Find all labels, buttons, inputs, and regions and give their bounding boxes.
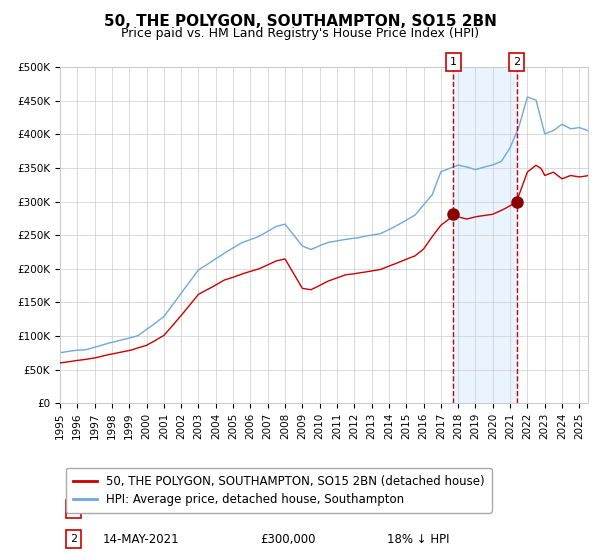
Text: Price paid vs. HM Land Registry's House Price Index (HPI): Price paid vs. HM Land Registry's House … [121, 27, 479, 40]
Text: 18% ↓ HPI: 18% ↓ HPI [388, 533, 450, 546]
50, THE POLYGON, SOUTHAMPTON, SO15 2BN (detached house) [56, 360, 64, 366]
Text: 14-MAY-2021: 14-MAY-2021 [102, 533, 179, 546]
50, THE POLYGON, SOUTHAMPTON, SO15 2BN (detached house) [532, 162, 539, 169]
HPI: Average price, detached house, Southampton: (2e+03, 7.97e+04): Average price, detached house, Southampt… [82, 346, 89, 353]
50, THE POLYGON, SOUTHAMPTON, SO15 2BN (detached house) [584, 172, 592, 179]
HPI: Average price, detached house, Southampton: (2.02e+03, 4.09e+05): Average price, detached house, Southampt… [570, 125, 577, 132]
HPI: Average price, detached house, Southampton: (2.03e+03, 4.05e+05): Average price, detached house, Southampt… [584, 128, 592, 134]
Text: 50, THE POLYGON, SOUTHAMPTON, SO15 2BN: 50, THE POLYGON, SOUTHAMPTON, SO15 2BN [104, 14, 496, 29]
50, THE POLYGON, SOUTHAMPTON, SO15 2BN (detached house) [417, 248, 424, 255]
HPI: Average price, detached house, Southampton: (2.02e+03, 2.9e+05): Average price, detached house, Southampt… [417, 205, 424, 212]
Text: £300,000: £300,000 [260, 533, 316, 546]
Text: £282,000: £282,000 [260, 502, 316, 516]
50, THE POLYGON, SOUTHAMPTON, SO15 2BN (detached house) [82, 356, 89, 363]
Text: 1: 1 [70, 504, 77, 514]
HPI: Average price, detached house, Southampton: (2e+03, 7.5e+04): Average price, detached house, Southampt… [56, 349, 64, 356]
Text: 20% ↓ HPI: 20% ↓ HPI [388, 502, 450, 516]
Text: 2: 2 [513, 57, 520, 67]
HPI: Average price, detached house, Southampton: (2.01e+03, 2.31e+05): Average price, detached house, Southampt… [312, 244, 319, 251]
HPI: Average price, detached house, Southampton: (2.02e+03, 3.51e+05): Average price, detached house, Southampt… [449, 164, 456, 171]
Legend: 50, THE POLYGON, SOUTHAMPTON, SO15 2BN (detached house), HPI: Average price, det: 50, THE POLYGON, SOUTHAMPTON, SO15 2BN (… [66, 468, 492, 513]
Text: 19-SEP-2017: 19-SEP-2017 [102, 502, 178, 516]
Text: 1: 1 [450, 57, 457, 67]
Line: HPI: Average price, detached house, Southampton: HPI: Average price, detached house, Sout… [60, 97, 588, 353]
HPI: Average price, detached house, Southampton: (2e+03, 7.88e+04): Average price, detached house, Southampt… [74, 347, 81, 353]
50, THE POLYGON, SOUTHAMPTON, SO15 2BN (detached house) [74, 357, 81, 364]
50, THE POLYGON, SOUTHAMPTON, SO15 2BN (detached house) [449, 212, 456, 218]
HPI: Average price, detached house, Southampton: (2.02e+03, 4.56e+05): Average price, detached house, Southampt… [524, 94, 531, 100]
Line: 50, THE POLYGON, SOUTHAMPTON, SO15 2BN (detached house): 50, THE POLYGON, SOUTHAMPTON, SO15 2BN (… [60, 165, 588, 363]
Text: 2: 2 [70, 534, 77, 544]
50, THE POLYGON, SOUTHAMPTON, SO15 2BN (detached house) [312, 284, 319, 291]
Bar [454, 67, 517, 403]
50, THE POLYGON, SOUTHAMPTON, SO15 2BN (detached house) [570, 172, 577, 179]
